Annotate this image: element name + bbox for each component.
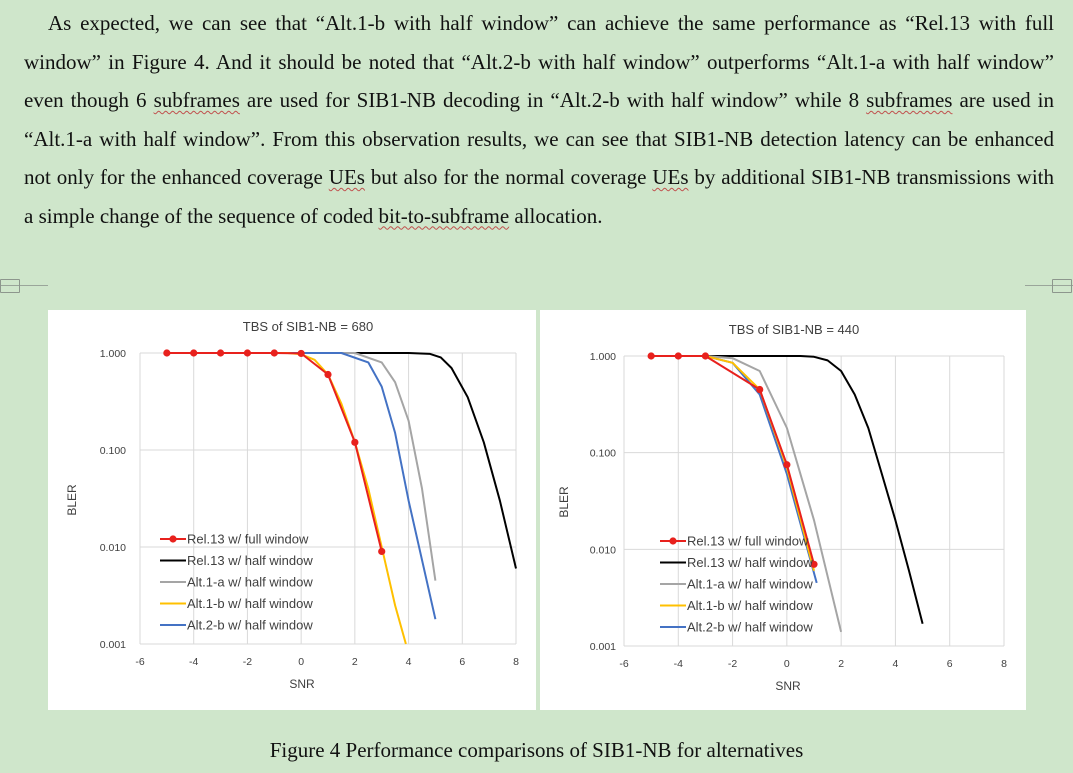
y-axis-title: BLER xyxy=(557,486,571,518)
data-point xyxy=(756,385,764,394)
paragraph-text: are used in “Alt.1-a with half window”. … xyxy=(24,88,1054,189)
data-point xyxy=(270,349,278,357)
x-tick-label: -2 xyxy=(728,658,737,670)
x-axis-title: SNR xyxy=(289,677,315,691)
y-tick-label: 0.010 xyxy=(590,544,616,556)
margin-marker-left xyxy=(0,279,20,293)
x-tick-label: 2 xyxy=(838,658,844,670)
y-tick-label: 0.001 xyxy=(100,639,126,651)
x-tick-label: -4 xyxy=(674,658,683,670)
x-tick-label: -6 xyxy=(619,658,628,670)
legend-marker xyxy=(669,537,677,545)
data-point xyxy=(324,370,332,379)
body-paragraph: As expected, we can see that “Alt.1-b wi… xyxy=(24,4,1054,235)
data-point xyxy=(810,560,818,568)
x-tick-label: -2 xyxy=(243,656,252,668)
data-point xyxy=(701,352,710,360)
legend-label: Alt.1-a w/ half window xyxy=(687,577,813,592)
data-point xyxy=(297,349,305,358)
y-tick-label: 1.000 xyxy=(590,351,616,363)
x-tick-label: 6 xyxy=(947,658,953,670)
spellcheck-word: subframes xyxy=(153,88,240,112)
x-tick-label: -4 xyxy=(189,656,198,668)
paragraph-text: by additional SIB1-NB transmissions with… xyxy=(24,165,1055,228)
chart-panel-tbs-440: TBS of SIB1-NB = 440 1.000 0.100 0.010 0.001… xyxy=(540,310,1026,710)
data-point xyxy=(378,547,386,556)
spellcheck-word: subframes xyxy=(866,88,953,112)
x-tick-label: 0 xyxy=(298,656,304,668)
legend-label: Rel.13 w/ half window xyxy=(687,555,813,570)
y-tick-label: 0.100 xyxy=(590,448,616,460)
y-tick-label: 0.100 xyxy=(100,445,126,457)
bler-chart: TBS of SIB1-NB = 440 1.000 0.100 0.010 0.001… xyxy=(557,322,1007,693)
paragraph-text: are used for SIB1-NB decoding in “Alt.2-… xyxy=(239,88,867,112)
chart-legend: Rel.13 w/ full window Rel.13 w/ half wind… xyxy=(160,532,313,633)
x-tick-label: 0 xyxy=(784,658,790,670)
series-line xyxy=(166,352,517,569)
figure-caption: Figure 4 Performance comparisons of SIB1… xyxy=(269,738,804,762)
margin-marker-right xyxy=(1052,279,1072,293)
paragraph-text: but also for the normal coverage xyxy=(364,165,653,189)
x-tick-label: 8 xyxy=(1001,658,1007,670)
series-line xyxy=(166,352,383,552)
x-tick-label: 4 xyxy=(406,656,412,668)
legend-label: Rel.13 w/ half window xyxy=(187,553,313,568)
x-tick-label: 4 xyxy=(893,658,899,670)
bler-chart: TBS of SIB1-NB = 680 1.000 0.100 0.010 0.001… xyxy=(65,319,519,691)
y-tick-label: 0.001 xyxy=(590,641,616,653)
legend-label: Alt.2-b w/ half window xyxy=(687,620,813,635)
data-point xyxy=(674,352,682,360)
data-point xyxy=(243,349,252,357)
chart-title: TBS of SIB1-NB = 440 xyxy=(729,322,859,337)
data-point xyxy=(163,349,171,357)
legend-label: Alt.1-a w/ half window xyxy=(187,575,313,590)
data-point xyxy=(783,461,791,469)
spellcheck-word: bit-to-subframe xyxy=(378,203,510,228)
series-line xyxy=(166,352,437,581)
data-point xyxy=(216,349,225,357)
series-line xyxy=(651,355,815,565)
margin-rule-left xyxy=(0,285,48,286)
legend-label: Alt.2-b w/ half window xyxy=(187,618,313,633)
chart-legend: Rel.13 w/ full window Rel.13 w/ half wind… xyxy=(660,534,813,635)
y-tick-label: 1.000 xyxy=(100,348,126,360)
data-point xyxy=(351,438,359,446)
series-line xyxy=(651,355,924,624)
x-axis-title: SNR xyxy=(775,679,801,693)
data-point xyxy=(647,352,655,360)
chart-panel-tbs-680: TBS of SIB1-NB = 680 1.000 0.100 0.010 0.001… xyxy=(48,310,536,710)
spellcheck-word: UEs xyxy=(652,165,689,189)
series-line xyxy=(166,352,437,620)
x-tick-label: 8 xyxy=(513,656,519,668)
x-tick-label: -6 xyxy=(135,656,144,668)
legend-label: Rel.13 w/ full window xyxy=(687,534,809,549)
margin-rule-right xyxy=(1025,285,1073,286)
data-point xyxy=(190,349,198,357)
y-axis-title: BLER xyxy=(65,484,79,516)
chart-title: TBS of SIB1-NB = 680 xyxy=(243,319,373,334)
paragraph-text: As expected, we can see that “Alt.1-b wi… xyxy=(24,11,1054,112)
legend-label: Alt.1-b w/ half window xyxy=(187,596,313,611)
spellcheck-word: UEs xyxy=(328,165,365,189)
x-tick-label: 2 xyxy=(352,656,358,668)
y-tick-label: 0.010 xyxy=(100,542,126,554)
legend-label: Rel.13 w/ full window xyxy=(187,532,309,547)
legend-label: Alt.1-b w/ half window xyxy=(687,598,813,613)
paragraph-text: allocation. xyxy=(509,203,603,228)
legend-marker xyxy=(169,535,177,543)
x-tick-label: 6 xyxy=(459,656,465,668)
